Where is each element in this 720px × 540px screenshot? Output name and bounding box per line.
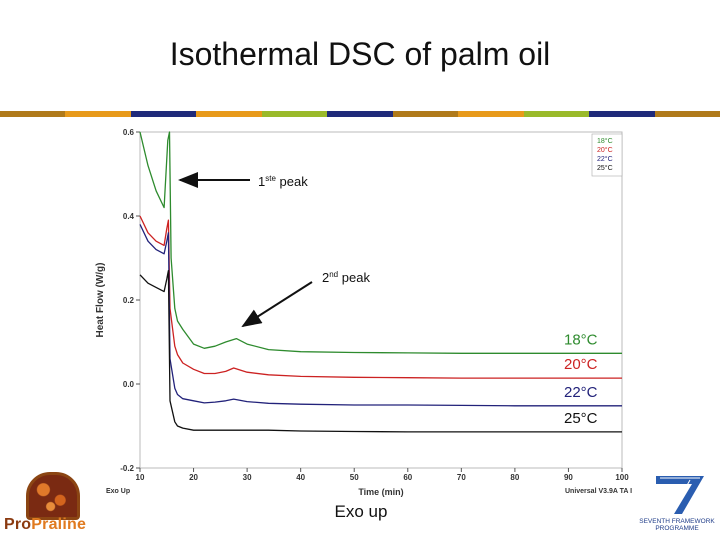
legend-entry: 20°C — [597, 146, 613, 154]
legend-entry: 22°C — [597, 155, 613, 163]
x-tick-label: 30 — [243, 473, 252, 482]
slide-title: Isothermal DSC of palm oil — [169, 36, 551, 72]
fp7-caption-line1: SEVENTH FRAMEWORK — [639, 518, 715, 525]
second-peak-arrow — [241, 281, 313, 328]
legend-box — [591, 133, 623, 177]
stripe-segment — [130, 111, 197, 117]
y-tick-label: 0.2 — [123, 296, 135, 305]
x-tick-label: 100 — [615, 473, 629, 482]
x-tick-label: 60 — [403, 473, 412, 482]
stripe-segment — [392, 111, 459, 117]
x-tick-label: 20 — [189, 473, 198, 482]
series-label-large: 20°C — [564, 356, 598, 373]
fp7-caption-line2: PROGRAMME — [655, 525, 699, 532]
y-tick-label: 0.0 — [123, 380, 135, 389]
stripe-segment — [196, 111, 262, 117]
stripe-segment — [65, 111, 131, 117]
x-tick-label: 10 — [136, 473, 145, 482]
x-tick-label: 50 — [350, 473, 359, 482]
series-label-large: 18°C — [564, 331, 598, 348]
y-axis-label: Heat Flow (W/g) — [95, 263, 106, 338]
first-peak-label-main: 1 — [258, 174, 265, 189]
stripe-segment — [589, 111, 655, 117]
y-tick-label: 0.4 — [123, 212, 135, 221]
series-label-large: 25°C — [564, 410, 598, 427]
exo-up-small-label: Exo Up — [106, 488, 130, 495]
stripe-segment — [523, 111, 590, 117]
second-peak-label-sup: nd — [329, 270, 338, 279]
y-tick-label: 0.6 — [123, 128, 135, 137]
fp7-logo: SEVENTH FRAMEWORK PROGRAMME — [636, 474, 718, 538]
stripe-segment — [458, 111, 524, 117]
x-tick-label: 80 — [510, 473, 519, 482]
software-label: Universal V3.9A TA I — [565, 488, 632, 495]
second-peak-label-tail: peak — [338, 270, 370, 285]
first-peak-label-tail: peak — [276, 174, 308, 189]
exo-up-caption: Exo up — [335, 502, 388, 521]
x-tick-label: 40 — [296, 473, 305, 482]
fp7-seven-icon — [656, 476, 704, 514]
series-label-large: 22°C — [564, 384, 598, 401]
first-peak-label: 1ste peak — [258, 174, 308, 189]
second-peak-label-main: 2 — [322, 270, 329, 285]
stripe-segment — [261, 111, 328, 117]
first-peak-label-sup: ste — [265, 174, 276, 183]
stripe-segment — [327, 111, 393, 117]
logo-part-pro: Pro — [4, 516, 32, 533]
logo-part-praline: Praline — [31, 516, 87, 533]
legend-entry: 25°C — [597, 164, 613, 172]
fp7-caption: SEVENTH FRAMEWORK PROGRAMME — [636, 518, 718, 532]
propraline-emblem — [26, 472, 80, 520]
x-tick-label: 70 — [457, 473, 466, 482]
stripe-segment — [0, 111, 66, 117]
x-tick-label: 90 — [564, 473, 573, 482]
legend-entry: 18°C — [597, 137, 613, 145]
plot-frame — [139, 131, 623, 469]
stripe-segment — [654, 111, 720, 117]
propraline-wordmark: ProPraline — [4, 516, 86, 534]
series-line-22c — [139, 224, 622, 407]
series-line-25c — [139, 269, 622, 433]
series-line-18c — [139, 131, 622, 354]
color-stripe — [0, 111, 720, 117]
second-peak-label: 2nd peak — [322, 270, 370, 285]
y-tick-label: -0.2 — [120, 464, 134, 473]
x-axis-label: Time (min) — [358, 487, 403, 497]
series-line-20c — [139, 215, 622, 379]
propraline-logo: ProPraline — [4, 470, 104, 536]
